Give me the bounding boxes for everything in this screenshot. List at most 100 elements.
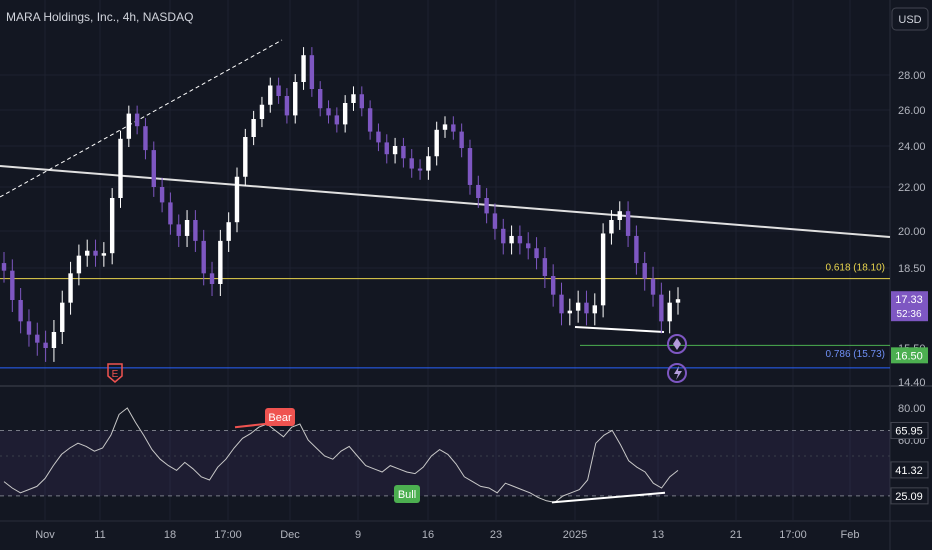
- candle-body-70: [584, 302, 589, 314]
- time-tick-8: 2025: [563, 529, 587, 541]
- candle-body-31: [259, 104, 265, 119]
- candle-body-33: [276, 85, 281, 96]
- candle-body-72: [600, 233, 606, 306]
- candle-body-4: [35, 334, 40, 343]
- candle-body-17: [143, 126, 148, 151]
- time-tick-2: 18: [164, 529, 176, 541]
- candle-body-56: [467, 148, 473, 185]
- candle-body-64: [534, 248, 539, 259]
- time-tick-6: 16: [422, 529, 434, 541]
- price-tick-2: 24.00: [898, 141, 926, 153]
- diamond-icon: [673, 338, 681, 350]
- price-tick-1: 26.00: [898, 105, 926, 117]
- time-tick-0: Nov: [35, 529, 55, 541]
- candle-body-49: [409, 158, 414, 169]
- dashed-trendline: [0, 39, 283, 198]
- price-tick-3: 22.00: [898, 182, 926, 194]
- time-tick-1: 11: [94, 529, 105, 541]
- candle-body-80: [667, 302, 672, 322]
- candle-body-10: [85, 250, 90, 256]
- time-tick-9: 13: [652, 529, 664, 541]
- rsi-panel: [0, 407, 890, 504]
- rsi-line: [3, 407, 679, 503]
- candle-body-50: [417, 168, 423, 171]
- candle-body-8: [68, 273, 73, 303]
- bear-label: Bear: [268, 412, 292, 424]
- candle-body-45: [376, 131, 381, 143]
- candle-body-41: [342, 103, 348, 125]
- candle-body-35: [293, 82, 298, 116]
- candle-body-36: [301, 55, 306, 82]
- candle-body-15: [126, 113, 132, 139]
- axes: 28.0026.0024.0022.0020.0018.5015.5014.40…: [35, 7, 929, 541]
- candle-body-39: [326, 108, 331, 116]
- candle-body-79: [659, 294, 664, 322]
- time-tick-11: 17:00: [779, 529, 807, 541]
- price-tick-4: 20.00: [898, 226, 926, 238]
- candle-body-11: [93, 250, 98, 256]
- bull-badge: [394, 485, 420, 503]
- candle-body-9: [76, 255, 82, 274]
- time-tick-5: 9: [355, 529, 361, 541]
- currency-button[interactable]: [891, 7, 929, 31]
- price-tick-7: 14.40: [898, 377, 926, 389]
- candle-body-20: [168, 202, 173, 225]
- time-tick-10: 21: [730, 529, 742, 541]
- candle-body-12: [101, 253, 107, 256]
- countdown-label: 52:36: [896, 309, 921, 320]
- lightning-icon: [674, 366, 682, 380]
- candle-body-46: [384, 142, 389, 155]
- candle-body-30: [251, 119, 256, 137]
- rsi-band: [0, 430, 890, 496]
- candle-body-73: [609, 220, 614, 234]
- fib-618-label: 0.618 (18.10): [826, 263, 886, 274]
- rsi-tick-80: 80.00: [898, 403, 926, 415]
- candle-body-78: [650, 278, 656, 295]
- price-tick-5: 18.50: [898, 263, 926, 275]
- candle-body-23: [193, 220, 198, 241]
- rsi-lower-label: 25.09: [895, 491, 923, 503]
- candle-body-25: [209, 273, 215, 284]
- price-tick-0: 28.00: [898, 70, 926, 82]
- rsi-upper-label: 65.95: [895, 425, 923, 437]
- candle-body-77: [642, 263, 647, 279]
- rsi-lower-tag: [890, 487, 929, 505]
- dividend-icon: [667, 363, 687, 383]
- candle-body-81: [675, 299, 681, 303]
- candle-body-67: [559, 294, 564, 314]
- rsi-current-label: 41.32: [895, 465, 923, 477]
- candle-body-19: [159, 187, 165, 203]
- candle-body-28: [234, 176, 240, 223]
- candle-body-69: [575, 302, 581, 311]
- candle-body-27: [226, 222, 231, 241]
- candle-body-13: [109, 198, 115, 254]
- candle-body-38: [317, 89, 323, 109]
- candle-body-51: [426, 156, 431, 171]
- candle-body-7: [60, 302, 65, 332]
- candle-body-42: [351, 94, 356, 103]
- candle-body-48: [401, 146, 406, 159]
- fib-levels: 0.618 (18.10) 0.786 (15.73): [0, 263, 890, 369]
- candle-body-1: [10, 270, 15, 300]
- event-icon: [667, 334, 687, 354]
- price-divergence-line: [574, 326, 665, 333]
- candle-body-59: [492, 213, 498, 229]
- earnings-icon: [107, 363, 123, 383]
- candle-body-32: [268, 85, 273, 105]
- candle-body-71: [592, 305, 597, 314]
- time-tick-3: 17:00: [214, 529, 242, 541]
- candle-body-60: [501, 228, 506, 244]
- candle-body-57: [476, 184, 481, 198]
- current-price-tag: [891, 291, 928, 322]
- candle-body-22: [184, 220, 190, 236]
- candle-body-21: [176, 224, 181, 236]
- candle-body-24: [201, 240, 206, 274]
- candle-body-40: [334, 115, 340, 125]
- candle-body-61: [509, 235, 514, 244]
- chart-title: MARA Holdings, Inc., 4h, NASDAQ: [6, 10, 194, 24]
- candle-body-52: [434, 129, 439, 157]
- descending-trendline: [0, 165, 891, 238]
